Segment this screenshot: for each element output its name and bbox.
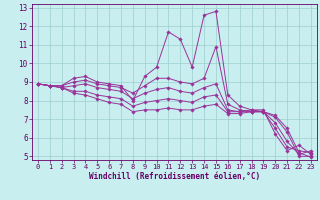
X-axis label: Windchill (Refroidissement éolien,°C): Windchill (Refroidissement éolien,°C) [89, 172, 260, 181]
